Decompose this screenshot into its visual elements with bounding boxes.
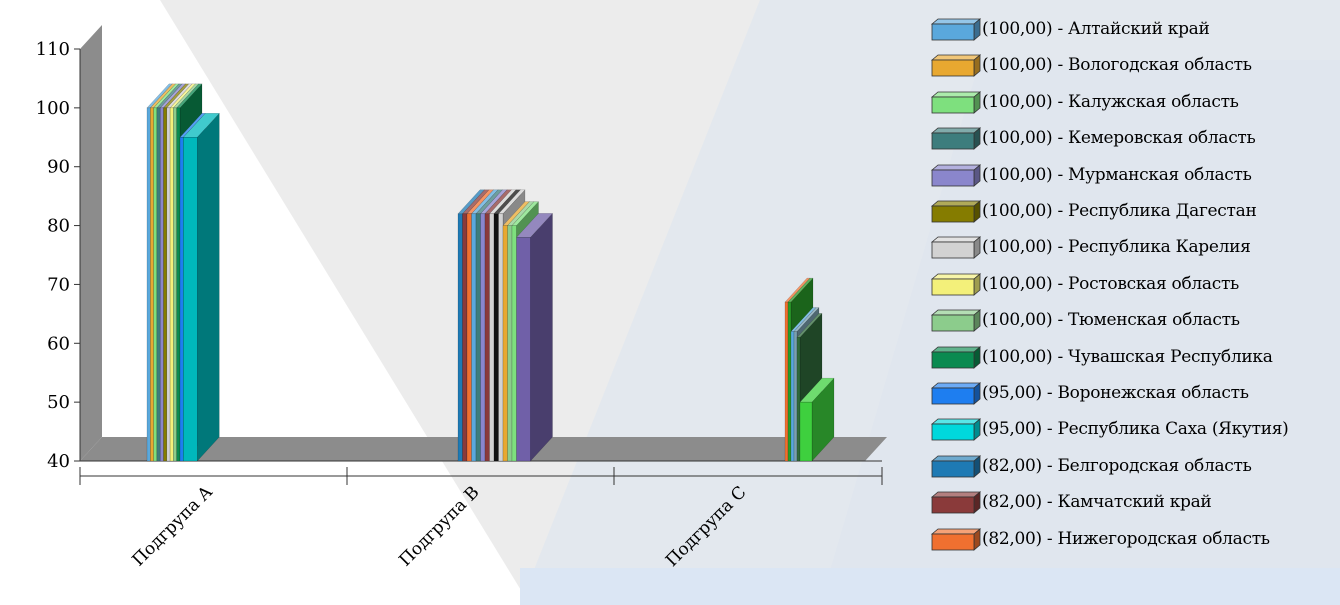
legend-label: (82,00) - Камчатский край (982, 492, 1212, 513)
legend-label: (100,00) - Вологодская область (982, 55, 1252, 76)
legend-label: (100,00) - Республика Дагестан (982, 201, 1257, 221)
legend-swatch-icon (930, 454, 982, 478)
y-tick-label: 110 (36, 39, 70, 60)
legend-label: (100,00) - Мурманская область (982, 164, 1252, 185)
chart-bar (515, 212, 554, 462)
legend-item: (82,00) - Белгородская область (928, 449, 1252, 483)
y-tick-label: 70 (47, 274, 70, 295)
y-tick-label: 60 (47, 333, 70, 354)
legend-swatch-icon (930, 527, 982, 551)
y-tick-label: 80 (47, 216, 70, 237)
legend-swatch-icon (930, 382, 982, 405)
legend-item: (82,00) - Камчатский край (928, 485, 1212, 519)
y-tick-label: 100 (36, 98, 70, 119)
legend-swatch-icon (930, 54, 982, 78)
legend-swatch-icon (930, 18, 982, 41)
legend-item: (100,00) - Ростовская область (928, 267, 1239, 301)
legend-item: (82,00) - Нижегородская область (928, 522, 1270, 556)
legend-label: (100,00) - Алтайский край (982, 19, 1210, 39)
y-tick-label: 90 (47, 157, 70, 178)
legend-label: (82,00) - Нижегородская область (982, 528, 1270, 549)
legend-item: (100,00) - Мурманская область (928, 158, 1252, 192)
chart-bars (146, 83, 835, 462)
legend-label: (100,00) - Республика Карелия (982, 237, 1251, 258)
legend-item: (100,00) - Алтайский край (928, 12, 1210, 46)
legend-label: (100,00) - Ростовская область (982, 273, 1240, 294)
legend-item: (100,00) - Вологодская область (928, 48, 1252, 82)
legend-swatch-icon (930, 236, 982, 260)
legend-label: (95,00) - Воронежская область (982, 383, 1249, 403)
legend-item: (100,00) - Тюменская область (928, 303, 1240, 337)
side-wall (80, 25, 102, 461)
legend-item: (100,00) - Кемеровская область (928, 121, 1256, 155)
chart-bar (799, 377, 835, 462)
legend-item: (100,00) - Чувашская Республика (928, 340, 1273, 374)
legend-item: (100,00) - Республика Карелия (928, 230, 1251, 264)
legend-swatch-icon (930, 90, 982, 114)
legend-swatch-icon (930, 127, 982, 151)
legend-swatch-icon (930, 272, 982, 296)
y-tick-label: 40 (47, 451, 70, 472)
legend-item: (95,00) - Республика Саха (Якутия) (928, 412, 1289, 446)
chart-bar (182, 112, 220, 462)
legend-item: (100,00) - Калужская область (928, 85, 1239, 119)
y-tick-label: 50 (47, 392, 70, 413)
legend-swatch-icon (930, 345, 982, 369)
legend-label: (100,00) - Кемеровская область (982, 128, 1256, 149)
legend-swatch-icon (930, 491, 982, 515)
legend-label: (95,00) - Республика Саха (Якутия) (982, 419, 1289, 440)
legend-swatch-icon (930, 418, 982, 442)
legend-label: (82,00) - Белгородская область (982, 455, 1252, 476)
legend-label: (100,00) - Чувашская Республика (982, 346, 1273, 367)
legend-item: (100,00) - Республика Дагестан (928, 194, 1257, 228)
legend-item: (95,00) - Воронежская область (928, 376, 1249, 410)
legend-label: (100,00) - Калужская область (982, 91, 1239, 112)
legend-swatch-icon (930, 309, 982, 333)
legend-swatch-icon (930, 200, 982, 223)
legend-label: (100,00) - Тюменская область (982, 310, 1240, 331)
legend-swatch-icon (930, 163, 982, 187)
